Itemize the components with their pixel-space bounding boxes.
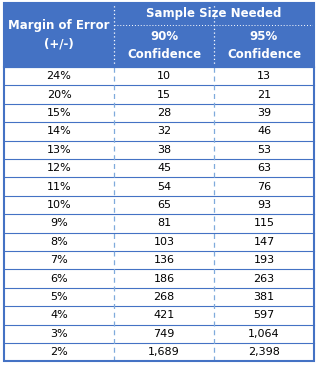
Text: 39: 39 — [257, 108, 271, 118]
Text: 38: 38 — [157, 145, 171, 155]
Text: Sample Size Needed: Sample Size Needed — [146, 7, 282, 20]
Text: 193: 193 — [253, 255, 274, 265]
Text: 90%
Confidence: 90% Confidence — [127, 30, 201, 62]
Text: 8%: 8% — [50, 237, 68, 247]
Text: 11%: 11% — [47, 181, 71, 191]
Text: 76: 76 — [257, 181, 271, 191]
Text: 12%: 12% — [47, 163, 71, 173]
Text: 13: 13 — [257, 71, 271, 81]
Text: 45: 45 — [157, 163, 171, 173]
Text: 6%: 6% — [50, 273, 68, 283]
Text: 28: 28 — [157, 108, 171, 118]
Text: 63: 63 — [257, 163, 271, 173]
Text: 54: 54 — [157, 181, 171, 191]
Text: 268: 268 — [153, 292, 175, 302]
Text: 53: 53 — [257, 145, 271, 155]
Text: 3%: 3% — [50, 329, 68, 339]
Text: 10%: 10% — [47, 200, 71, 210]
Text: 381: 381 — [253, 292, 274, 302]
Text: 15%: 15% — [47, 108, 71, 118]
Text: 749: 749 — [153, 329, 175, 339]
Text: 10: 10 — [157, 71, 171, 81]
Text: 21: 21 — [257, 90, 271, 99]
Bar — [4, 67, 314, 361]
Text: Margin of Error
(+/-): Margin of Error (+/-) — [8, 20, 110, 50]
Text: 24%: 24% — [46, 71, 72, 81]
Text: 20%: 20% — [47, 90, 71, 99]
Text: 115: 115 — [253, 219, 274, 229]
Text: 32: 32 — [157, 127, 171, 137]
Text: 263: 263 — [253, 273, 274, 283]
Text: 46: 46 — [257, 127, 271, 137]
Text: 147: 147 — [253, 237, 275, 247]
Text: 9%: 9% — [50, 219, 68, 229]
Text: 15: 15 — [157, 90, 171, 99]
Text: 95%
Confidence: 95% Confidence — [227, 30, 301, 62]
Text: 7%: 7% — [50, 255, 68, 265]
Text: 2,398: 2,398 — [248, 347, 280, 357]
Text: 597: 597 — [253, 311, 275, 321]
Text: 2%: 2% — [50, 347, 68, 357]
Text: 13%: 13% — [47, 145, 71, 155]
Bar — [4, 3, 314, 67]
Text: 421: 421 — [153, 311, 175, 321]
Text: 5%: 5% — [50, 292, 68, 302]
Text: 81: 81 — [157, 219, 171, 229]
Text: 14%: 14% — [47, 127, 71, 137]
Text: 65: 65 — [157, 200, 171, 210]
Text: 186: 186 — [154, 273, 175, 283]
Text: 93: 93 — [257, 200, 271, 210]
Text: 1,064: 1,064 — [248, 329, 280, 339]
Text: 136: 136 — [154, 255, 175, 265]
Text: 4%: 4% — [50, 311, 68, 321]
Text: 103: 103 — [154, 237, 175, 247]
Text: 1,689: 1,689 — [148, 347, 180, 357]
